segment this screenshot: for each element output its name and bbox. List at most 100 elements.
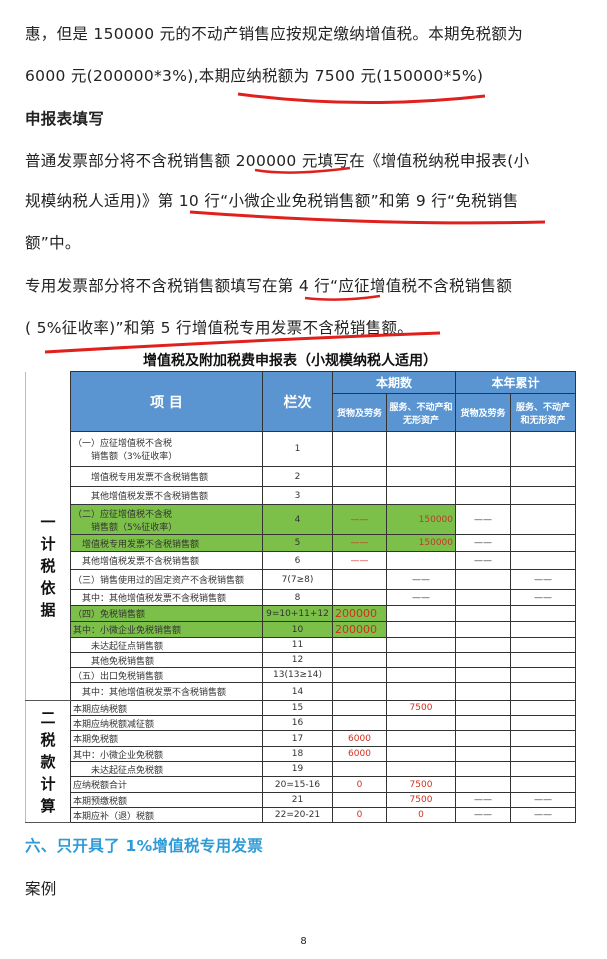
row-value	[332, 569, 387, 590]
row-value	[510, 621, 576, 638]
row-col-number: 12	[262, 652, 333, 668]
row-item: 其他增值税发票不含税销售额	[70, 486, 263, 505]
table-row: （二）应征增值税不含税 销售额（5%征收率） 4 —— 150000 ——	[26, 504, 576, 535]
row-value	[386, 761, 456, 777]
row-col-number: 21	[262, 792, 333, 808]
row-value	[510, 776, 576, 793]
row-value	[386, 637, 456, 653]
row-col-number: 13(13≥14)	[262, 667, 333, 683]
row-value: 7500	[386, 776, 456, 793]
row-value	[510, 730, 576, 747]
row-value	[455, 589, 511, 606]
row-col-number: 22=20-21	[262, 807, 333, 823]
row-value	[386, 746, 456, 762]
table-row: 应纳税额合计 20=15-16 0 7500	[26, 776, 576, 793]
row-item: 其他增值税发票不含税销售额	[70, 551, 263, 570]
row-value: ——	[510, 569, 576, 590]
table-row: （三）销售使用过的固定资产不含税销售额 7(7≥8) —— ——	[26, 569, 576, 590]
row-value	[510, 667, 576, 683]
row-value	[510, 746, 576, 762]
header-current: 本期数	[332, 371, 456, 394]
row-item: 增值税专用发票不含税销售额	[70, 534, 263, 552]
row-value: ——	[386, 589, 456, 606]
row-col-number: 5	[262, 534, 333, 552]
row-value: 200000	[332, 621, 387, 638]
row-value	[455, 700, 511, 716]
page-number: 8	[300, 936, 307, 947]
row-col-number: 18	[262, 746, 333, 762]
paragraph-line: 惠，但是 150000 元的不动产销售应按规定缴纳增值税。本期免税额为	[25, 25, 524, 43]
row-value	[510, 637, 576, 653]
row-value: ——	[455, 792, 511, 808]
table-row: 本期预缴税额 21 7500 —— ——	[26, 792, 576, 808]
row-item: 本期免税额	[70, 730, 263, 747]
table-row: 本期免税额 17 6000	[26, 730, 576, 747]
table-row: 本期应补（退）税额 22=20-21 0 0 —— ——	[26, 807, 576, 823]
section-label: 一计税依据	[25, 431, 71, 701]
row-value	[510, 605, 576, 622]
row-value	[332, 682, 387, 701]
row-value	[332, 792, 387, 808]
row-value	[332, 466, 387, 487]
row-value: 6000	[332, 746, 387, 762]
row-value	[510, 715, 576, 731]
row-col-number: 8	[262, 589, 333, 606]
row-value	[455, 746, 511, 762]
row-item: （三）销售使用过的固定资产不含税销售额	[70, 569, 263, 590]
table-title: 增值税及附加税费申报表（小规模纳税人适用）	[143, 353, 437, 369]
section-label-text: 一计税依据	[40, 512, 56, 619]
row-item: 本期应补（退）税额	[70, 807, 263, 823]
header-services: 服务、不动产和无形资产	[386, 393, 456, 432]
row-value: 0	[332, 807, 387, 823]
row-value	[455, 605, 511, 622]
row-col-number: 15	[262, 700, 333, 716]
row-value	[510, 534, 576, 552]
row-item: 本期应纳税额	[70, 700, 263, 716]
row-item: 其他免税销售额	[70, 652, 263, 668]
row-col-number: 9=10+11+12	[262, 605, 333, 622]
row-value	[386, 551, 456, 570]
table-row: 其他增值税发票不含税销售额 6 —— ——	[26, 551, 576, 570]
row-value	[386, 715, 456, 731]
row-value	[455, 761, 511, 777]
header-item: 项 目	[70, 371, 263, 432]
row-value: 7500	[386, 700, 456, 716]
row-col-number: 11	[262, 637, 333, 653]
row-value	[386, 431, 456, 467]
row-value: ——	[455, 534, 511, 552]
row-value	[510, 551, 576, 570]
row-value: 200000	[332, 605, 387, 622]
row-value	[386, 730, 456, 747]
row-value	[332, 761, 387, 777]
row-item: 增值税专用发票不含税销售额	[70, 466, 263, 487]
row-value: 0	[332, 776, 387, 793]
row-item: 本期预缴税额	[70, 792, 263, 808]
table-row: 增值税专用发票不含税销售额 2	[26, 466, 576, 487]
table-row: 其他增值税发票不含税销售额 3	[26, 486, 576, 505]
table-row: 其他免税销售额 12	[26, 652, 576, 668]
row-value	[510, 761, 576, 777]
row-value	[455, 715, 511, 731]
row-value	[455, 466, 511, 487]
row-value: ——	[455, 504, 511, 535]
row-value	[455, 621, 511, 638]
table-row: （五）出口免税销售额 13(13≥14)	[26, 667, 576, 683]
row-item: 其中：小微企业免税销售额	[70, 621, 263, 638]
row-item: （四）免税销售额	[70, 605, 263, 622]
row-item: （二）应征增值税不含税 销售额（5%征收率）	[70, 504, 263, 535]
row-value	[455, 569, 511, 590]
row-value	[332, 652, 387, 668]
header-goods-ytd: 货物及劳务	[455, 393, 511, 432]
row-col-number: 20=15-16	[262, 776, 333, 793]
row-value	[386, 605, 456, 622]
row-value	[332, 637, 387, 653]
row-value	[332, 589, 387, 606]
row-value: ——	[332, 551, 387, 570]
row-value	[455, 486, 511, 505]
row-item: 未达起征点销售额	[70, 637, 263, 653]
row-col-number: 19	[262, 761, 333, 777]
row-value	[332, 486, 387, 505]
row-value: 150000	[386, 504, 456, 535]
row-item: （五）出口免税销售额	[70, 667, 263, 683]
table-row: 一计税依据 （一）应征增值税不含税 销售额（3%征收率） 1	[25, 431, 576, 701]
